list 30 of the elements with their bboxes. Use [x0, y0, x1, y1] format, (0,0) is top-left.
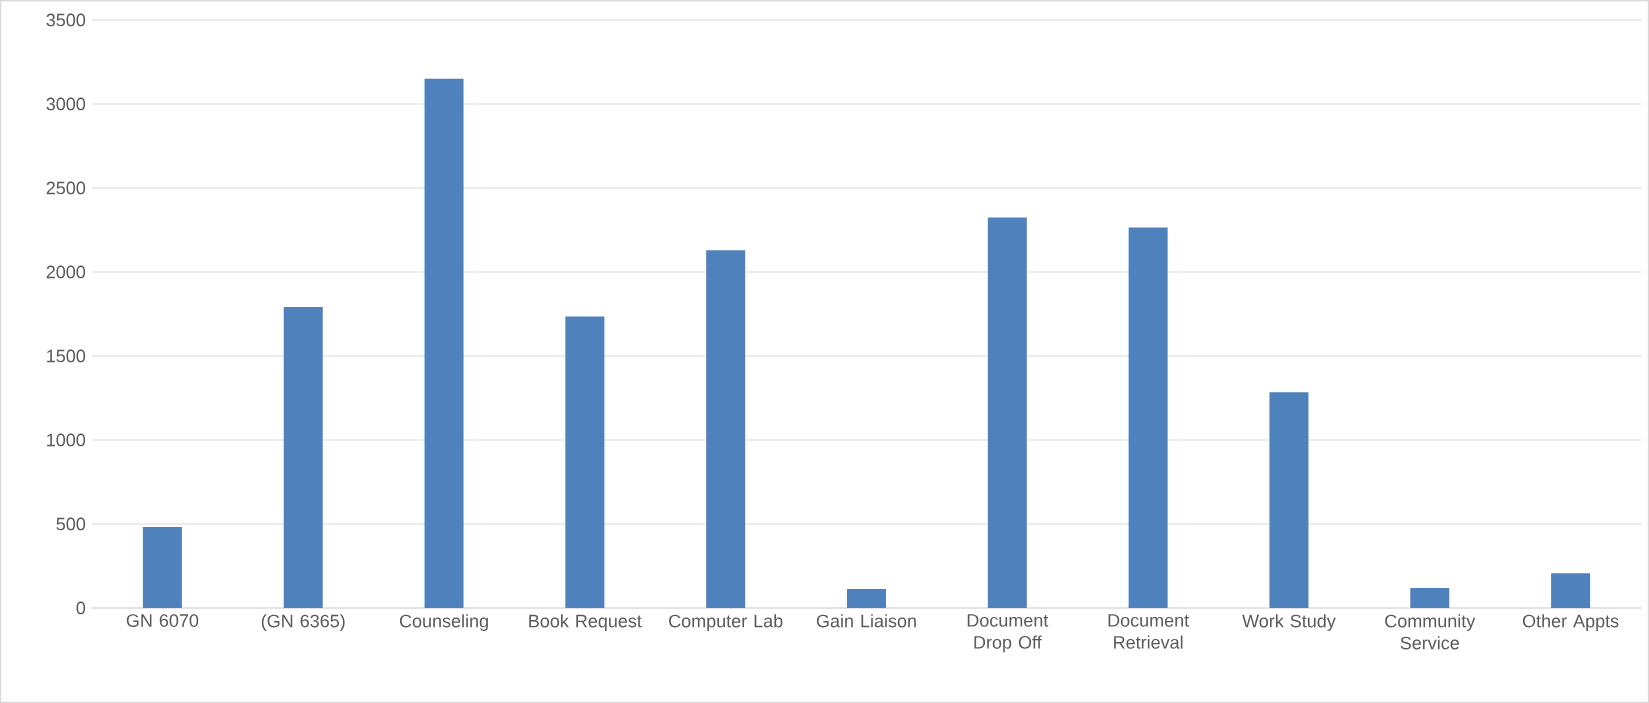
- x-tick-label: Other Appts: [1522, 614, 1619, 631]
- x-tick-label: Document Retrieval: [1108, 614, 1190, 649]
- y-tick-label: 2500: [46, 181, 86, 195]
- x-tick-label: Book Request: [529, 614, 642, 631]
- x-tick-label: Community Service: [1385, 614, 1476, 650]
- x-tick-label: (GN 6365): [261, 614, 345, 631]
- y-tick-label: 2000: [46, 265, 86, 279]
- x-tick-label: GN 6070: [126, 614, 199, 627]
- y-tick-label: 3000: [46, 97, 86, 111]
- bar: [847, 589, 886, 608]
- bar: [987, 217, 1027, 608]
- bar: [565, 316, 605, 608]
- y-tick-label: 1500: [47, 349, 86, 363]
- y-tick-label: 500: [56, 517, 86, 531]
- x-tick-label: Work Study: [1242, 614, 1336, 631]
- bar: [1551, 573, 1591, 608]
- bar: [283, 307, 323, 608]
- bar: [1128, 227, 1168, 608]
- y-tick-label: 1000: [47, 433, 86, 447]
- bar: [706, 250, 746, 608]
- y-tick-label: 3500: [46, 13, 86, 27]
- x-tick-label: Document Drop Off: [967, 614, 1049, 653]
- bar: [1269, 392, 1309, 608]
- bar: [424, 78, 464, 608]
- bar: [1410, 587, 1450, 608]
- bar: [142, 527, 182, 608]
- y-tick-label: 0: [76, 601, 86, 615]
- x-tick-label: Computer Lab: [669, 614, 783, 631]
- x-tick-label: Gain Liaison: [816, 614, 916, 628]
- x-tick-label: Counseling: [399, 614, 488, 631]
